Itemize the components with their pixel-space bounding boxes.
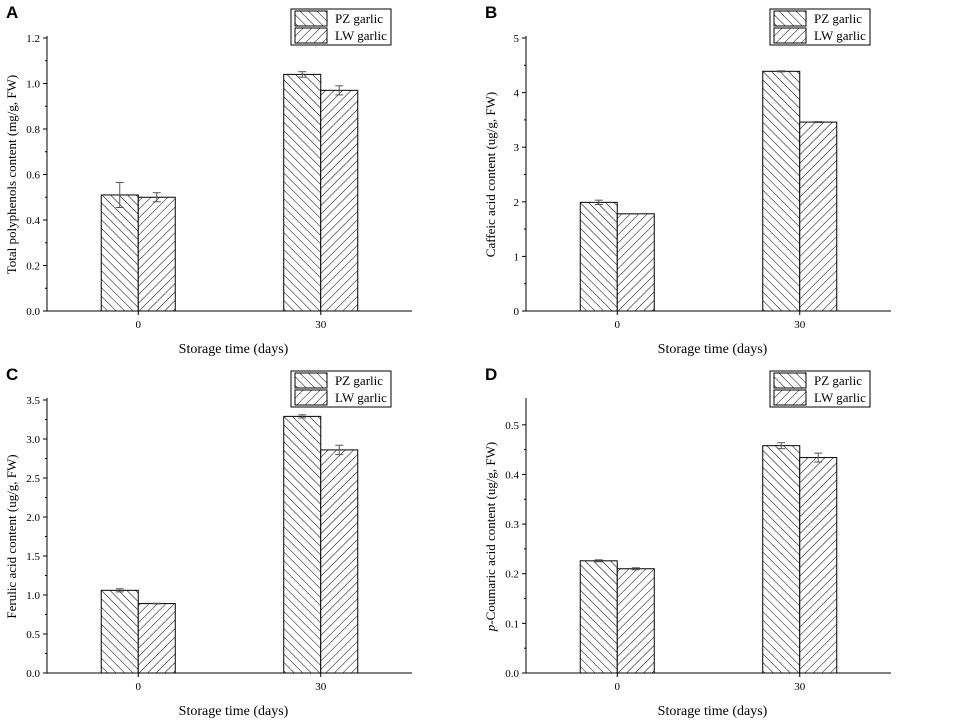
bar-pz-day-30 bbox=[283, 415, 322, 674]
x-tick-label: 0 bbox=[615, 681, 621, 693]
y-tick-label: 0 bbox=[514, 306, 520, 318]
legend-swatch-lw bbox=[773, 389, 807, 406]
legend-label-pz: PZ garlic bbox=[814, 373, 862, 388]
y-tick-label: 0.0 bbox=[26, 668, 40, 680]
legend: PZ garlic LW garlic bbox=[769, 370, 871, 408]
chart-b: B 0 1 2 3 4 5 0 30 Storage time (days) Caffeic aci… bbox=[483, 3, 891, 357]
x-tick-label: 30 bbox=[794, 681, 806, 693]
chart-c: C 0.0 0.5 1.0 1.5 2.0 2.5 3.0 3.5 0 30 Storage time… bbox=[4, 365, 412, 719]
legend-swatch-pz bbox=[294, 372, 328, 389]
bar-pz-day-0 bbox=[579, 201, 618, 312]
legend-label-pz: PZ garlic bbox=[335, 11, 383, 26]
legend-label-lw: LW garlic bbox=[335, 390, 387, 405]
legend-swatch-lw bbox=[294, 27, 328, 44]
panel-b: B 0 1 2 3 4 5 0 30 Storage time (days) Caffeic aci… bbox=[479, 0, 957, 361]
y-tick-label: 3.0 bbox=[26, 434, 40, 446]
panel-d: D 0.0 0.1 0.2 0.3 0.4 0.5 0 30 Storage time (days… bbox=[479, 362, 957, 723]
y-tick-label: 5 bbox=[514, 33, 520, 45]
y-tick-label: 0.8 bbox=[26, 124, 40, 136]
y-axis-title: Total polyphenols content (mg/g, FW) bbox=[4, 75, 19, 274]
y-tick-label: 3.5 bbox=[26, 395, 40, 407]
bar-pz-day-30 bbox=[283, 73, 322, 312]
legend-label-pz: PZ garlic bbox=[814, 11, 862, 26]
panel-label: A bbox=[6, 3, 18, 22]
chart-a: A 0.0 0.2 0.4 0.6 0.8 1.0 1.2 0 30 Storage time (d… bbox=[4, 3, 412, 357]
y-tick-label: 4 bbox=[514, 88, 520, 100]
y-axis-title-text: -Coumaric acid content (ug/g, FW) bbox=[483, 442, 498, 625]
bar-pz-day-0 bbox=[579, 560, 618, 674]
y-tick-label: 0.1 bbox=[505, 618, 519, 630]
x-tick-label: 30 bbox=[315, 319, 327, 331]
x-tick-label: 30 bbox=[794, 319, 806, 331]
bar-pz-day-30 bbox=[762, 445, 801, 674]
y-axis-title: Ferulic acid content (ug/g, FW) bbox=[4, 454, 19, 618]
panel-a: A 0.0 0.2 0.4 0.6 0.8 1.0 1.2 0 30 Storage time (d… bbox=[0, 0, 478, 361]
legend-swatch-pz bbox=[773, 10, 807, 27]
x-axis-title: Storage time (days) bbox=[658, 704, 768, 719]
x-axis-title: Storage time (days) bbox=[658, 342, 768, 357]
x-tick-label: 0 bbox=[136, 681, 142, 693]
x-axis-title: Storage time (days) bbox=[179, 342, 289, 357]
bar-pz-day-30 bbox=[762, 70, 801, 312]
legend: PZ garlic LW garlic bbox=[290, 8, 392, 46]
y-tick-label: 0.2 bbox=[26, 261, 40, 273]
legend: PZ garlic LW garlic bbox=[290, 370, 392, 408]
legend-swatch-lw bbox=[294, 389, 328, 406]
y-tick-label: 2.0 bbox=[26, 512, 40, 524]
bar-lw-day-30 bbox=[799, 457, 838, 674]
y-tick-label: 1.0 bbox=[26, 590, 40, 602]
bar-lw-day-30 bbox=[799, 121, 838, 312]
y-tick-label: 1.5 bbox=[26, 551, 40, 563]
y-tick-label: 0.0 bbox=[26, 306, 40, 318]
y-tick-label: 3 bbox=[514, 142, 520, 154]
y-tick-label: 0.4 bbox=[505, 469, 519, 481]
legend-swatch-pz bbox=[294, 10, 328, 27]
y-axis-title-prefix: p bbox=[483, 624, 498, 632]
y-tick-label: 1 bbox=[514, 251, 520, 263]
x-tick-label: 0 bbox=[136, 319, 142, 331]
y-axis-title: Caffeic acid content (ug/g, FW) bbox=[483, 92, 498, 257]
y-tick-label: 1.2 bbox=[26, 33, 40, 45]
bar-lw-day-0 bbox=[616, 213, 655, 312]
bar-lw-day-30 bbox=[320, 89, 359, 312]
bar-lw-day-30 bbox=[320, 449, 359, 674]
bar-pz-day-0 bbox=[100, 194, 139, 312]
bar-lw-day-0 bbox=[137, 196, 176, 312]
panel-c: C 0.0 0.5 1.0 1.5 2.0 2.5 3.0 3.5 0 30 Storage time… bbox=[0, 362, 478, 723]
x-tick-label: 0 bbox=[615, 319, 621, 331]
y-tick-label: 0.5 bbox=[26, 629, 40, 641]
y-tick-label: 0.4 bbox=[26, 215, 40, 227]
bar-pz-day-0 bbox=[100, 589, 139, 674]
legend-label-lw: LW garlic bbox=[335, 28, 387, 43]
legend-label-lw: LW garlic bbox=[814, 390, 866, 405]
legend-swatch-lw bbox=[773, 27, 807, 44]
y-tick-label: 0.6 bbox=[26, 170, 40, 182]
panel-label: C bbox=[6, 365, 18, 384]
y-tick-label: 2.5 bbox=[26, 473, 40, 485]
y-tick-label: 0.2 bbox=[505, 569, 519, 581]
legend-swatch-pz bbox=[773, 372, 807, 389]
legend: PZ garlic LW garlic bbox=[769, 8, 871, 46]
y-axis-title: p-Coumaric acid content (ug/g, FW) bbox=[483, 442, 498, 633]
panel-label: D bbox=[485, 365, 497, 384]
y-tick-label: 0.5 bbox=[505, 420, 519, 432]
bar-lw-day-0 bbox=[137, 603, 176, 674]
y-tick-label: 0.0 bbox=[505, 668, 519, 680]
legend-label-lw: LW garlic bbox=[814, 28, 866, 43]
bar-lw-day-0 bbox=[616, 568, 655, 674]
x-axis-title: Storage time (days) bbox=[179, 704, 289, 719]
x-tick-label: 30 bbox=[315, 681, 327, 693]
y-tick-label: 2 bbox=[514, 197, 520, 209]
panel-label: B bbox=[485, 3, 497, 22]
y-tick-label: 0.3 bbox=[505, 519, 519, 531]
chart-d: D 0.0 0.1 0.2 0.3 0.4 0.5 0 30 Storage time (days… bbox=[483, 365, 891, 719]
legend-label-pz: PZ garlic bbox=[335, 373, 383, 388]
y-tick-label: 1.0 bbox=[26, 79, 40, 91]
